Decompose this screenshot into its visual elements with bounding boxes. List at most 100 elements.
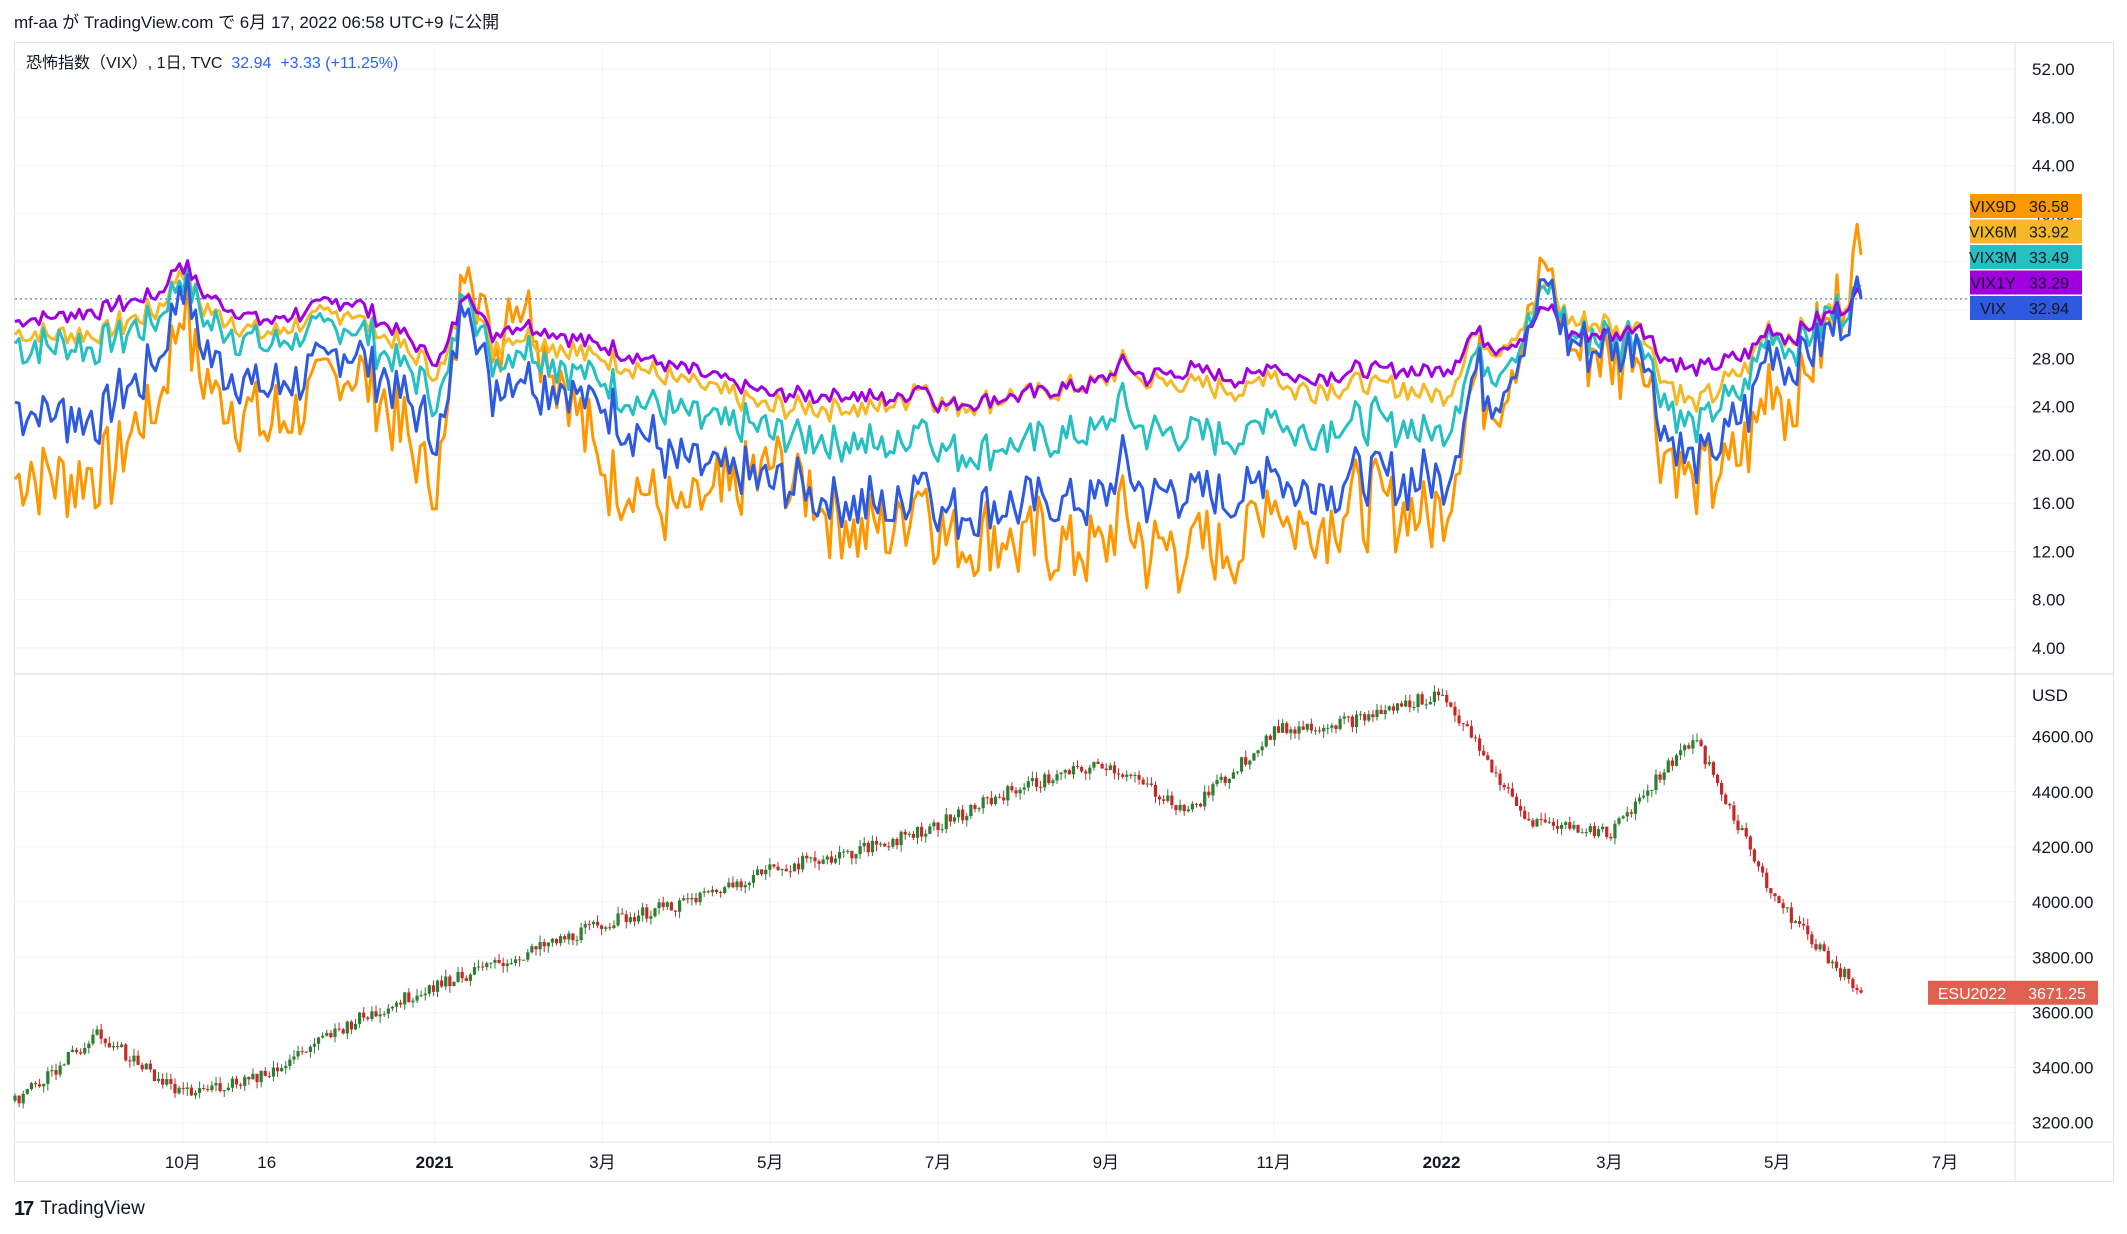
candle-body (1371, 714, 1375, 718)
price-tag-name-vix6m (1970, 219, 2016, 244)
candle-body (1572, 824, 1576, 829)
candle-body (198, 1088, 202, 1093)
candle-body (1317, 730, 1322, 732)
candle-body (1560, 824, 1564, 829)
candle-body (452, 981, 456, 987)
candle-body (813, 857, 817, 862)
y-tick-label: 4600.00 (2032, 728, 2093, 747)
candle-body (1777, 896, 1781, 904)
candle-body (337, 1028, 341, 1030)
candle-body (1108, 765, 1112, 770)
candle-body (854, 854, 858, 859)
candle-body (481, 966, 485, 968)
candle-body (690, 897, 694, 900)
candle-body (1170, 795, 1174, 806)
candle-body (719, 891, 723, 894)
x-tick-label: 10月 (165, 1153, 201, 1172)
candle-body (1654, 774, 1658, 790)
price-tag-label: VIX1Y (1970, 276, 2016, 293)
candle-body (620, 913, 624, 915)
candle-body (1637, 797, 1642, 802)
candle-body (554, 938, 559, 944)
candle-body (1039, 786, 1043, 788)
candle-body (1851, 978, 1855, 989)
candle-body (333, 1028, 337, 1038)
candle-body (1642, 795, 1646, 798)
candle-body (1720, 783, 1724, 795)
candle-body (821, 859, 825, 864)
candle-body (1761, 866, 1765, 873)
candle-body (362, 1012, 366, 1018)
x-tick-label: 7月 (1932, 1153, 1958, 1172)
candle-body (616, 913, 620, 926)
x-tick-label: 2022 (1423, 1153, 1461, 1172)
candle-body (1691, 740, 1695, 749)
price-tag-name-vix3m (1970, 245, 2016, 269)
series-line-vix1y (14, 259, 1863, 414)
candle-body (1104, 768, 1108, 770)
candle-body (1363, 714, 1367, 721)
candle-body (784, 868, 788, 872)
candle-body (358, 1012, 362, 1024)
candle-body (17, 1095, 21, 1104)
candle-body (879, 843, 883, 845)
chart-legend[interactable]: 恐怖指数（VIX）, 1日, TVC 32.94 +3.33 (+11.25%) (26, 52, 398, 76)
candle-body (456, 971, 460, 982)
candle-body (87, 1043, 91, 1049)
candle-body (1162, 799, 1166, 801)
candle-body (1182, 804, 1186, 812)
candle-body (161, 1078, 165, 1085)
candle-body (1342, 716, 1346, 719)
candle-body (95, 1029, 99, 1035)
footer[interactable]: 17 TradingView (14, 1196, 145, 1222)
candle-body (1494, 772, 1498, 774)
footer-brand: TradingView (40, 1198, 145, 1219)
candle-body (764, 869, 768, 875)
candle-body (846, 850, 850, 852)
price-tag-value-vix3m (2016, 245, 2082, 269)
candle-body (50, 1070, 54, 1072)
candle-body (1502, 784, 1506, 788)
candle-body (378, 1014, 382, 1017)
candle-body (124, 1044, 128, 1061)
candle-body (1395, 703, 1400, 711)
publisher-info: mf-aa が TradingView.com で 6月 17, 2022 06… (14, 13, 500, 32)
candle-body (1838, 968, 1843, 978)
candle-body (472, 967, 477, 975)
candle-body (1539, 818, 1543, 820)
x-tick-label: 16 (257, 1153, 276, 1172)
candle-body (1186, 809, 1190, 812)
y-tick-label: 48.00 (2032, 108, 2075, 127)
candle-body (1014, 790, 1018, 794)
candle-body (185, 1087, 189, 1089)
candle-body (641, 907, 645, 916)
candle-body (1617, 818, 1621, 824)
candle-body (66, 1051, 70, 1065)
candle-body (1535, 818, 1539, 827)
candle-body (1116, 773, 1121, 775)
x-tick-label: 2021 (416, 1153, 454, 1172)
price-tag-label: VIX (1980, 301, 2006, 318)
candle-body (136, 1055, 140, 1065)
candle-body (1773, 893, 1777, 897)
candle-body (1445, 694, 1449, 703)
candle-body (1724, 794, 1728, 805)
candle-body (768, 864, 772, 870)
candle-body (591, 921, 596, 925)
candle-body (743, 885, 747, 888)
candle-body (115, 1046, 120, 1048)
candle-body (677, 900, 682, 912)
candle-body (1687, 745, 1691, 749)
candle-body (1006, 786, 1010, 801)
candle-body (1596, 829, 1601, 837)
candle-body (1674, 755, 1679, 766)
candle-body (468, 974, 472, 981)
candle-body (780, 868, 784, 871)
candle-body (1391, 706, 1396, 711)
candle-body (1059, 772, 1063, 775)
candle-body (99, 1029, 103, 1039)
candle-body (1424, 704, 1428, 706)
candle-body (263, 1070, 267, 1076)
candle-body (370, 1011, 374, 1020)
